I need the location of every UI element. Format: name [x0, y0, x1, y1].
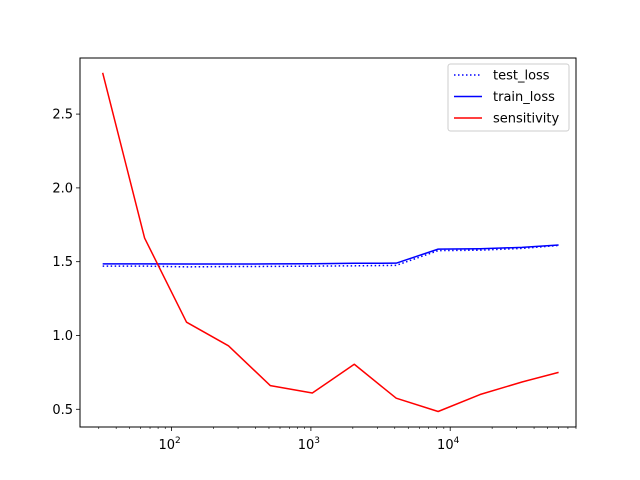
- x-tick-label-base: 10: [158, 438, 175, 453]
- series-layer: [101, 72, 559, 413]
- x-tick-label: 102: [158, 436, 180, 453]
- x-tick-label: 103: [298, 436, 320, 453]
- x-tick-label-exponent: 2: [175, 436, 181, 446]
- x-axis: 102 103 104: [98, 427, 577, 453]
- x-tick-label-base: 10: [298, 438, 315, 453]
- series-line-test-loss: [102, 244, 559, 268]
- y-tick-label: 2.0: [52, 181, 73, 196]
- legend-label-train-loss: train_loss: [493, 90, 555, 105]
- series-line-sensitivity: [101, 72, 559, 413]
- legend: test_loss train_loss sensitivity: [447, 63, 570, 132]
- y-tick-label: 1.5: [52, 255, 73, 270]
- y-axis: 0.5 1.0 1.5 2.0 2.5: [52, 108, 80, 418]
- y-tick-label: 2.5: [52, 108, 73, 123]
- series-line-train-loss: [102, 244, 559, 265]
- legend-box: [447, 63, 570, 132]
- y-tick-label: 1.0: [52, 329, 73, 344]
- plot-border: [79, 57, 577, 428]
- x-tick-label-base: 10: [437, 438, 454, 453]
- legend-label-sensitivity: sensitivity: [493, 112, 560, 127]
- x-tick-label-exponent: 4: [454, 436, 460, 446]
- x-tick-label-exponent: 3: [314, 436, 320, 446]
- x-tick-label: 104: [437, 436, 460, 453]
- y-tick-label: 0.5: [52, 403, 73, 418]
- legend-label-test-loss: test_loss: [493, 69, 550, 84]
